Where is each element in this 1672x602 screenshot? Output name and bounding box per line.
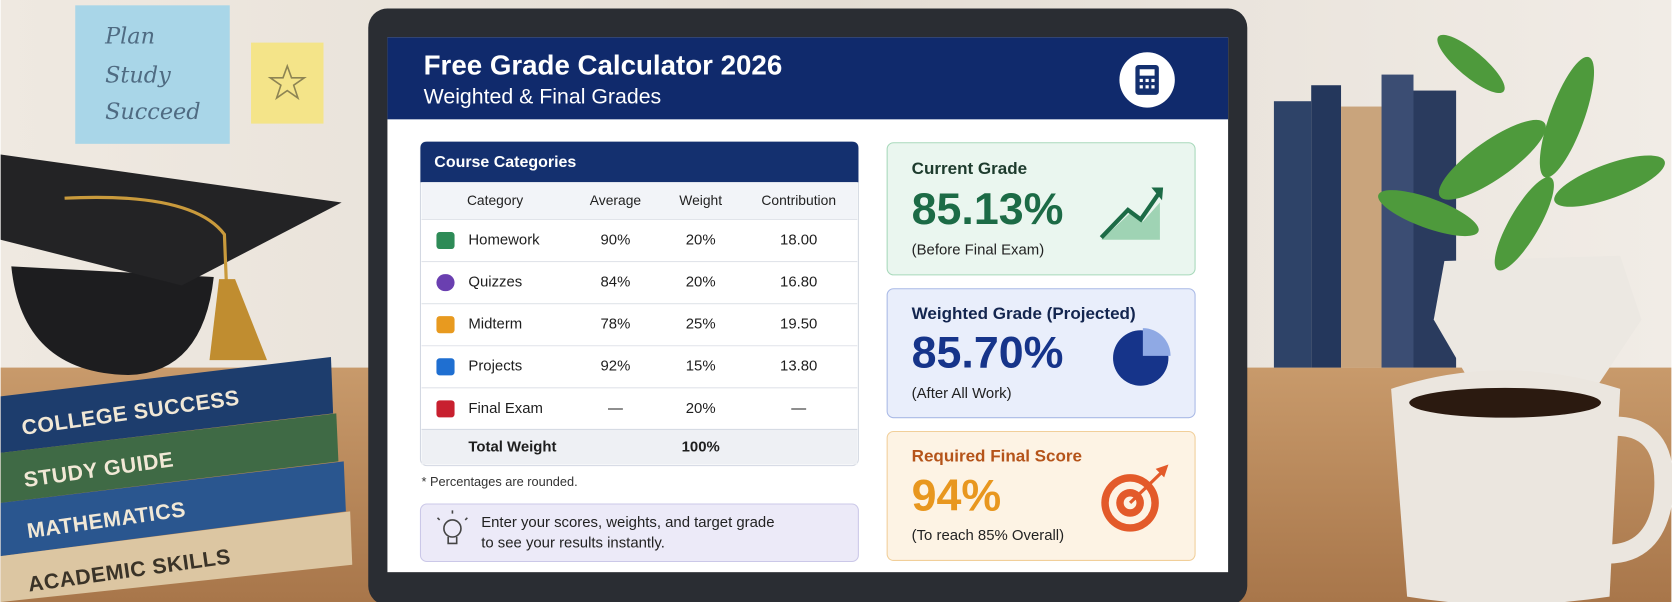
- cell: 19.50: [780, 317, 817, 333]
- column-header: Average: [590, 192, 642, 208]
- total-value: 100%: [682, 439, 720, 455]
- mug-handle: [1606, 416, 1672, 564]
- note-line: Study: [105, 63, 171, 89]
- card: [886, 142, 1196, 276]
- target-icon: [1101, 464, 1169, 532]
- coffee: [1409, 387, 1602, 418]
- cell: 18.00: [780, 232, 817, 248]
- cell: —: [608, 401, 623, 417]
- book: [0, 461, 346, 557]
- star: [267, 63, 307, 101]
- column-header: Category: [467, 192, 523, 208]
- planter: [1433, 255, 1642, 384]
- card-note: (Before Final Exam): [912, 242, 1045, 258]
- cell: 84%: [601, 275, 631, 291]
- cell: 20%: [686, 275, 716, 291]
- card-title: Weighted Grade (Projected): [912, 304, 1136, 323]
- card-title: Current Grade: [912, 159, 1027, 178]
- app-subtitle: Weighted & Final Grades: [424, 85, 662, 109]
- card-note: (After All Work): [912, 386, 1012, 402]
- tip-line: to see your results instantly.: [481, 535, 665, 551]
- card-value: 94%: [912, 470, 1002, 520]
- column-header-row: [421, 182, 858, 220]
- app-title: Free Grade Calculator 2026: [424, 49, 783, 80]
- tassel: [209, 279, 268, 361]
- category-icon: [436, 316, 455, 334]
- book: [0, 413, 339, 503]
- tassel-cord: [64, 195, 229, 288]
- cell: 90%: [601, 232, 631, 248]
- category-icon: [436, 358, 455, 376]
- table-title: Course Categories: [434, 154, 576, 171]
- book: [0, 356, 334, 453]
- cap-board: [0, 154, 342, 286]
- cell: 92%: [601, 359, 631, 375]
- card-value: 85.13%: [912, 184, 1064, 234]
- cell: —: [791, 401, 806, 417]
- card-note: (To reach 85% Overall): [912, 528, 1064, 544]
- chart-icon-area: [1101, 202, 1160, 240]
- cell: 13.80: [780, 359, 817, 375]
- book-spine: [1341, 106, 1382, 368]
- total-label: Total Weight: [468, 439, 556, 455]
- card-value: 85.70%: [912, 328, 1064, 378]
- book-spine: [1273, 101, 1312, 368]
- category-name: Homework: [468, 232, 540, 248]
- bulb-icon: [436, 510, 468, 545]
- footnote: * Percentages are rounded.: [422, 474, 578, 489]
- column-header: Contribution: [761, 192, 836, 208]
- tip-box: [419, 503, 859, 563]
- cell: 20%: [686, 401, 716, 417]
- calculator-display: [1139, 69, 1155, 76]
- tip-line: Enter your scores, weights, and target g…: [481, 515, 774, 531]
- card-title: Required Final Score: [912, 447, 1082, 466]
- chart-icon-arrow: [1151, 187, 1164, 201]
- category-icon: [436, 400, 455, 418]
- cell: 25%: [686, 317, 716, 333]
- note-line: Plan: [104, 23, 155, 49]
- cell: 16.80: [780, 275, 817, 291]
- pie-icon-slice: [1142, 328, 1171, 356]
- total-row: [421, 429, 858, 465]
- book-spine: [1311, 85, 1342, 368]
- book-spine: [1381, 74, 1414, 368]
- chart-icon-line: [1099, 190, 1162, 240]
- category-name: Quizzes: [468, 275, 522, 291]
- plant: [1378, 34, 1665, 271]
- cell: 15%: [686, 359, 716, 375]
- category-name: Midterm: [468, 317, 522, 333]
- category-name: Final Exam: [468, 401, 543, 417]
- sticky-note: [251, 42, 324, 124]
- calculator-keys: [1139, 78, 1155, 89]
- category-icon: [436, 274, 455, 292]
- course-table: Course Categories Category Average Weight C…: [419, 141, 859, 467]
- cell: 20%: [686, 232, 716, 248]
- book: [0, 511, 353, 602]
- note-line: Succeed: [105, 99, 201, 125]
- cell: 78%: [601, 317, 631, 333]
- app-header: [387, 37, 1229, 120]
- category-name: Projects: [468, 359, 522, 375]
- table-header: [420, 141, 859, 183]
- cap-base: [11, 266, 214, 376]
- card: [886, 288, 1196, 419]
- mug: [1391, 370, 1621, 602]
- category-icon: [436, 232, 455, 250]
- sticky-note: [75, 5, 230, 144]
- column-header: Weight: [679, 192, 722, 208]
